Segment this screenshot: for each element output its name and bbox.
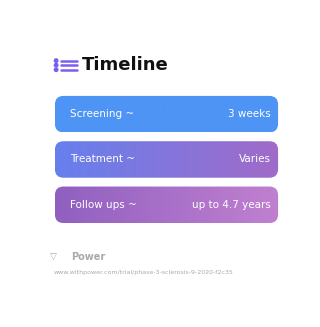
Text: Treatment ~: Treatment ~ (70, 154, 135, 164)
Text: Power: Power (71, 252, 105, 262)
Text: ▽: ▽ (50, 252, 57, 262)
Text: Timeline: Timeline (82, 56, 169, 74)
Text: Varies: Varies (239, 154, 271, 164)
Circle shape (54, 68, 58, 72)
Text: Follow ups ~: Follow ups ~ (70, 200, 137, 210)
Text: up to 4.7 years: up to 4.7 years (192, 200, 271, 210)
Text: Screening ~: Screening ~ (70, 109, 134, 119)
Text: 3 weeks: 3 weeks (228, 109, 271, 119)
Text: www.withpower.com/trial/phase-3-sclerosis-9-2020-f2c35: www.withpower.com/trial/phase-3-sclerosi… (54, 270, 233, 275)
Circle shape (54, 59, 58, 62)
Circle shape (54, 63, 58, 67)
